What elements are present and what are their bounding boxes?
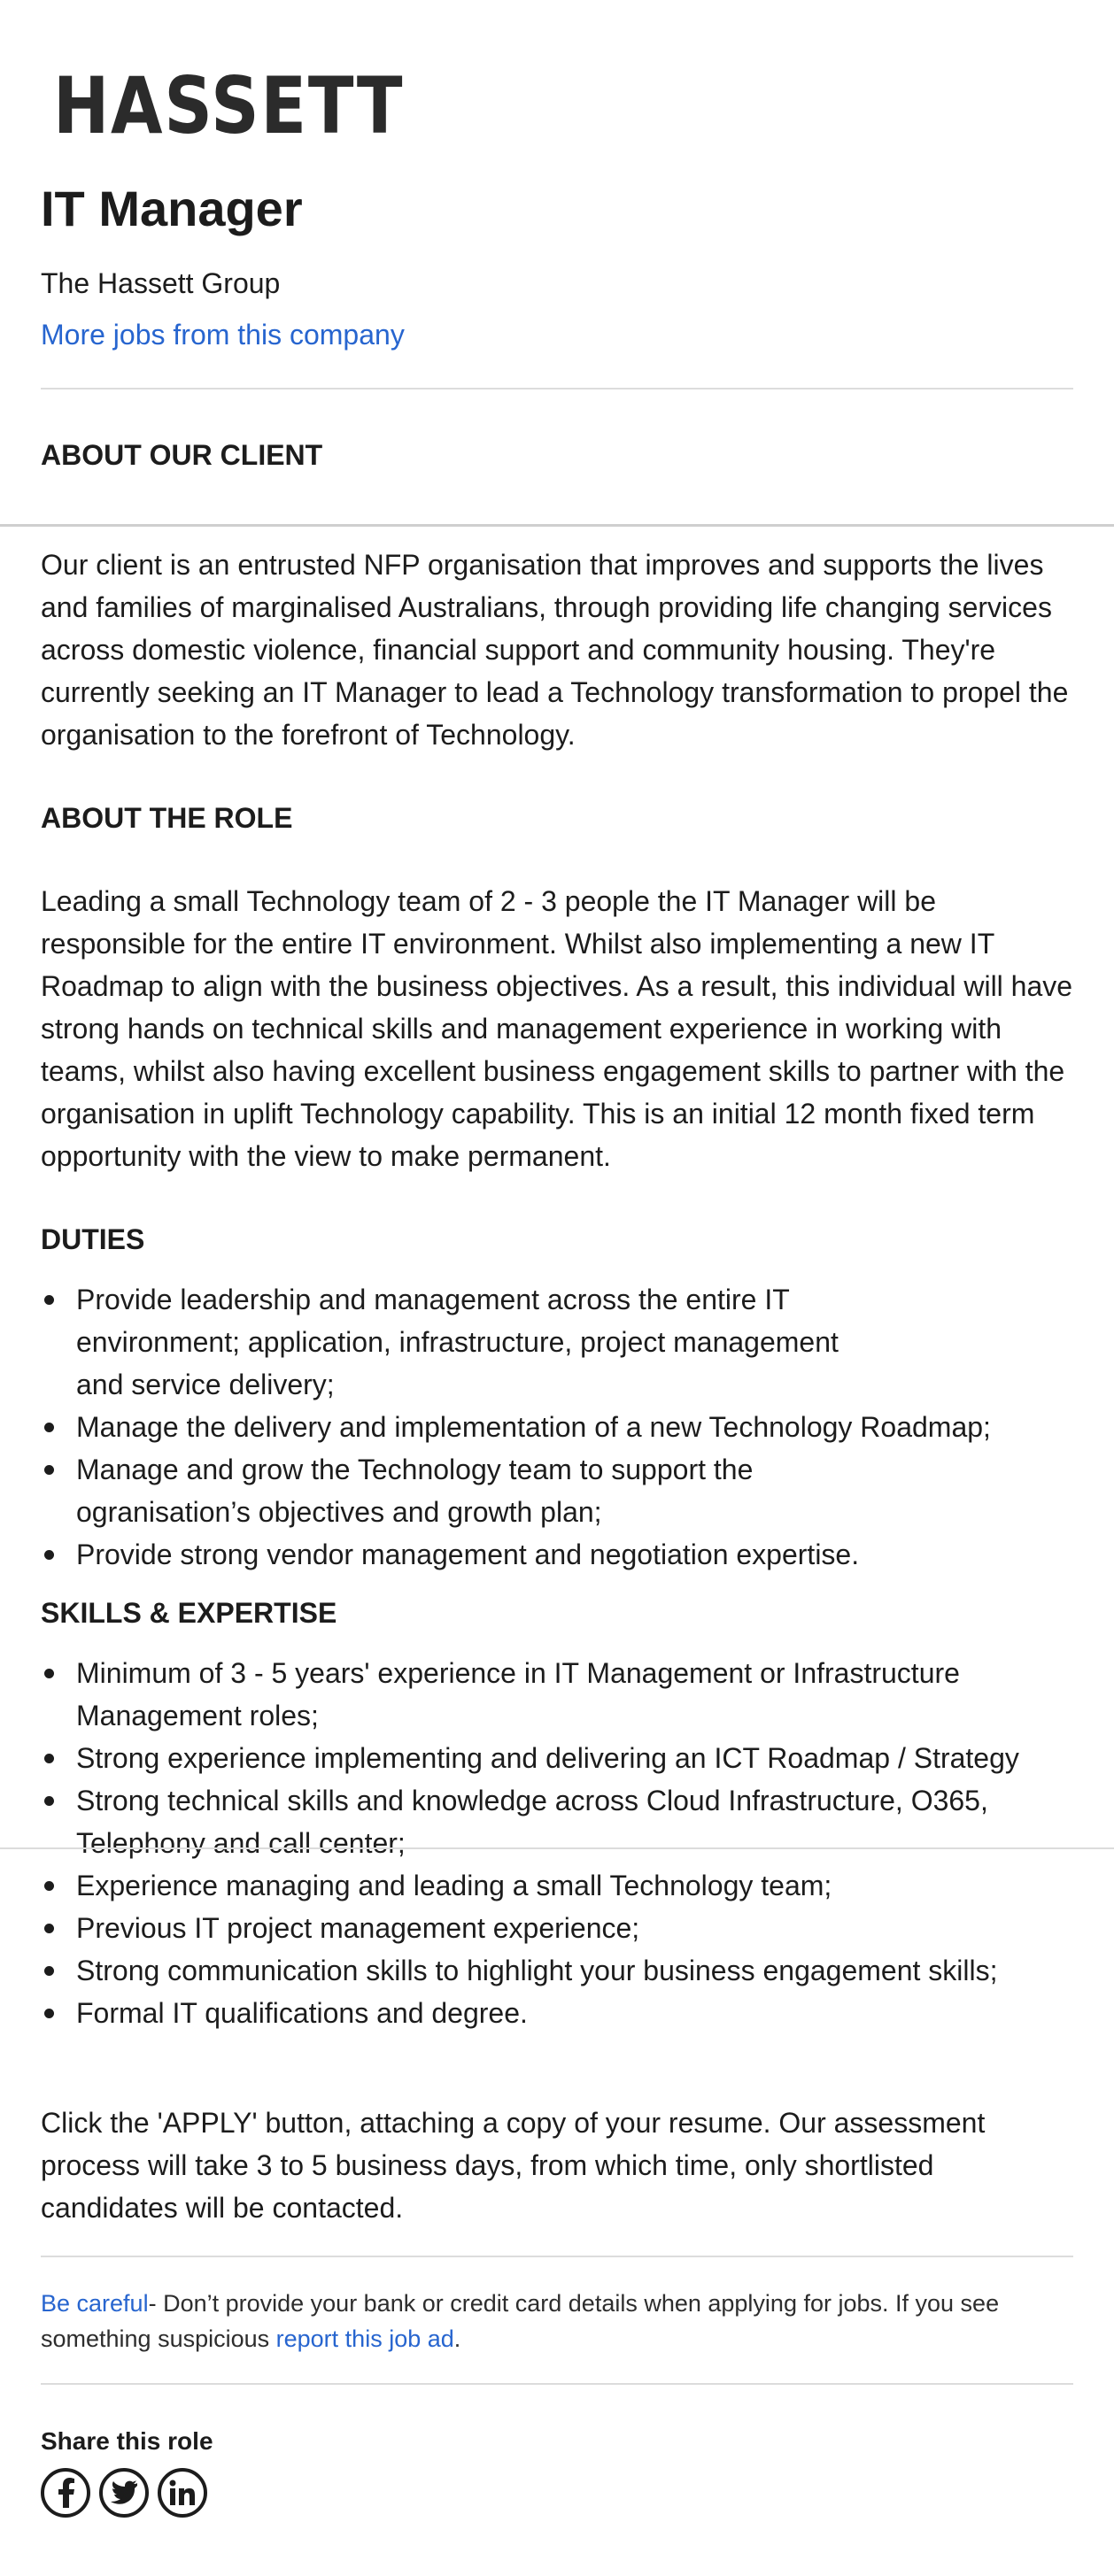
skills-heading: SKILLS & EXPERTISE bbox=[41, 1597, 337, 1629]
list-item: Manage and grow the Technology team to s… bbox=[41, 1448, 1073, 1533]
skills-list: Minimum of 3 - 5 years' experience in IT… bbox=[41, 1652, 1073, 2034]
section-divider bbox=[0, 1847, 1114, 1849]
list-item: Experience managing and leading a small … bbox=[41, 1864, 1073, 1907]
list-item: Provide leadership and management across… bbox=[41, 1278, 1073, 1406]
share-icons bbox=[41, 2468, 1073, 2518]
divider bbox=[41, 2383, 1073, 2385]
apply-instructions: Click the 'APPLY' button, attaching a co… bbox=[41, 2107, 986, 2224]
job-ad-page: HASSETT IT Manager The Hassett Group Mor… bbox=[0, 0, 1114, 474]
twitter-icon[interactable] bbox=[99, 2468, 149, 2518]
divider bbox=[41, 388, 1073, 389]
list-item: Previous IT project management experienc… bbox=[41, 1907, 1073, 1949]
list-item: Minimum of 3 - 5 years' experience in IT… bbox=[41, 1652, 1073, 1737]
be-careful-link[interactable]: Be careful bbox=[41, 2290, 149, 2317]
company-name: The Hassett Group bbox=[41, 267, 281, 299]
safety-warning: Be careful- Don’t provide your bank or c… bbox=[41, 2286, 1073, 2356]
about-role-heading: ABOUT THE ROLE bbox=[41, 802, 293, 834]
report-job-ad-link[interactable]: report this job ad bbox=[275, 2325, 454, 2352]
duties-list: Provide leadership and management across… bbox=[41, 1278, 1073, 1576]
warning-text: - Don’t provide your bank or credit card… bbox=[41, 2290, 1000, 2352]
divider bbox=[41, 2256, 1073, 2257]
facebook-icon[interactable] bbox=[41, 2468, 90, 2518]
list-item: Strong communication skills to highlight… bbox=[41, 1949, 1073, 1992]
about-role-text: Leading a small Technology team of 2 - 3… bbox=[41, 885, 1073, 1172]
list-item: Formal IT qualifications and degree. bbox=[41, 1992, 1073, 2034]
linkedin-icon[interactable] bbox=[158, 2468, 207, 2518]
list-item: Strong experience implementing and deliv… bbox=[41, 1737, 1073, 1779]
about-client-text: Our client is an entrusted NFP organisat… bbox=[41, 549, 1069, 751]
about-client-heading: ABOUT OUR CLIENT bbox=[41, 439, 323, 471]
more-jobs-link[interactable]: More jobs from this company bbox=[41, 319, 405, 351]
section-divider bbox=[0, 524, 1114, 527]
warning-end: . bbox=[453, 2325, 461, 2352]
logo-text: HASSETT bbox=[53, 60, 405, 151]
list-item: Strong technical skills and knowledge ac… bbox=[41, 1779, 1073, 1864]
job-title: IT Manager bbox=[41, 181, 303, 236]
list-item: Provide strong vendor management and neg… bbox=[41, 1533, 1073, 1576]
duties-heading: DUTIES bbox=[41, 1223, 145, 1255]
company-logo: HASSETT bbox=[41, 0, 1073, 150]
share-title: Share this role bbox=[41, 2427, 213, 2455]
list-item: Manage the delivery and implementation o… bbox=[41, 1406, 1073, 1448]
